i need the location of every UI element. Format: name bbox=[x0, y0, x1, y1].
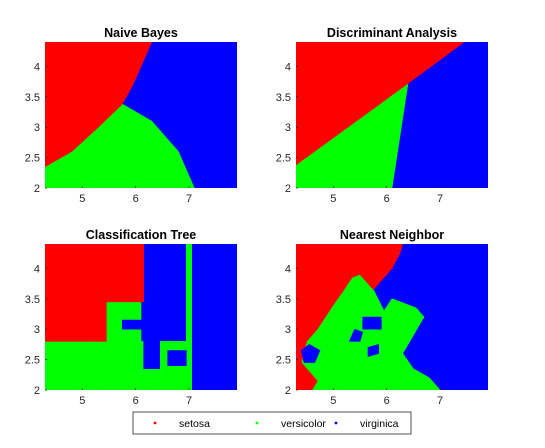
region-setosa bbox=[45, 244, 144, 342]
region-setosa bbox=[296, 42, 465, 166]
legend-marker bbox=[153, 421, 157, 425]
region-virginica bbox=[362, 316, 382, 330]
legend-marker bbox=[255, 421, 259, 425]
legend-item-virginica: virginica bbox=[334, 418, 399, 430]
region-virginica bbox=[348, 328, 364, 342]
x-tick-label: 7 bbox=[437, 193, 443, 205]
y-tick-label: 2.5 bbox=[25, 355, 40, 367]
y-tick-label: 3 bbox=[285, 324, 291, 336]
legend-item-setosa: setosa bbox=[153, 418, 210, 430]
y-tick-label: 2.5 bbox=[276, 153, 291, 165]
y-tick-label: 2 bbox=[34, 385, 40, 397]
decision-regions bbox=[45, 244, 237, 390]
y-tick-label: 2.5 bbox=[276, 355, 291, 367]
region-virginica bbox=[162, 328, 168, 339]
x-tick-label: 5 bbox=[330, 395, 336, 407]
y-tick-label: 2 bbox=[285, 385, 291, 397]
x-tick-label: 7 bbox=[186, 395, 192, 407]
decision-regions bbox=[45, 42, 237, 188]
x-tick-label: 6 bbox=[384, 395, 390, 407]
plot-classification-tree: Classification Tree 5 6 7 2 2.5 3 3.5 4 bbox=[25, 228, 237, 407]
legend-label: versicolor bbox=[281, 418, 326, 430]
plot-title: Naive Bayes bbox=[104, 26, 178, 40]
x-tick-label: 7 bbox=[437, 395, 443, 407]
decision-regions bbox=[296, 244, 488, 390]
x-tick-label: 5 bbox=[330, 193, 336, 205]
plot-nearest-neighbor: Nearest Neighbor 5 6 7 2 2.5 3 3.5 4 bbox=[276, 228, 488, 407]
plot-discriminant-analysis: Discriminant Analysis 5 6 7 2 2.5 3 3.5 4 bbox=[276, 26, 488, 205]
y-tick-label: 3 bbox=[34, 324, 40, 336]
region-virginica bbox=[143, 337, 160, 370]
y-tick-label: 4 bbox=[285, 263, 291, 275]
y-tick-label: 3.5 bbox=[25, 92, 40, 104]
plot-title: Nearest Neighbor bbox=[340, 228, 444, 242]
region-virginica bbox=[300, 344, 321, 363]
legend-marker bbox=[334, 421, 338, 425]
y-tick-label: 4 bbox=[34, 263, 40, 275]
y-tick-label: 4 bbox=[285, 61, 291, 73]
y-tick-label: 3.5 bbox=[276, 92, 291, 104]
x-tick-label: 6 bbox=[133, 395, 139, 407]
region-setosa bbox=[45, 42, 153, 168]
region-virginica bbox=[167, 350, 187, 367]
y-tick-label: 2 bbox=[285, 183, 291, 195]
legend-box bbox=[132, 411, 412, 435]
y-tick-label: 3.5 bbox=[25, 294, 40, 306]
region-setosa bbox=[296, 244, 404, 390]
x-tick-label: 6 bbox=[384, 193, 390, 205]
plot-naive-bayes: Naive Bayes 5 6 7 2 2.5 3 3.5 4 bbox=[25, 26, 237, 205]
y-tick-label: 2.5 bbox=[25, 153, 40, 165]
legend-label: setosa bbox=[179, 418, 210, 430]
y-tick-label: 3.5 bbox=[276, 294, 291, 306]
legend: setosa versicolor virginica bbox=[132, 411, 412, 435]
y-tick-label: 3 bbox=[34, 122, 40, 134]
x-tick-label: 5 bbox=[79, 395, 85, 407]
region-virginica bbox=[122, 319, 168, 330]
plot-title: Discriminant Analysis bbox=[327, 26, 457, 40]
legend-label: virginica bbox=[360, 418, 399, 430]
legend-item-versicolor: versicolor bbox=[255, 418, 326, 430]
y-tick-label: 3 bbox=[285, 122, 291, 134]
x-tick-label: 6 bbox=[133, 193, 139, 205]
y-tick-label: 4 bbox=[34, 61, 40, 73]
decision-regions bbox=[296, 42, 488, 188]
x-tick-label: 7 bbox=[186, 193, 192, 205]
y-tick-label: 2 bbox=[34, 183, 40, 195]
plot-title: Classification Tree bbox=[86, 228, 197, 242]
region-virginica bbox=[367, 344, 380, 357]
x-tick-label: 5 bbox=[79, 193, 85, 205]
